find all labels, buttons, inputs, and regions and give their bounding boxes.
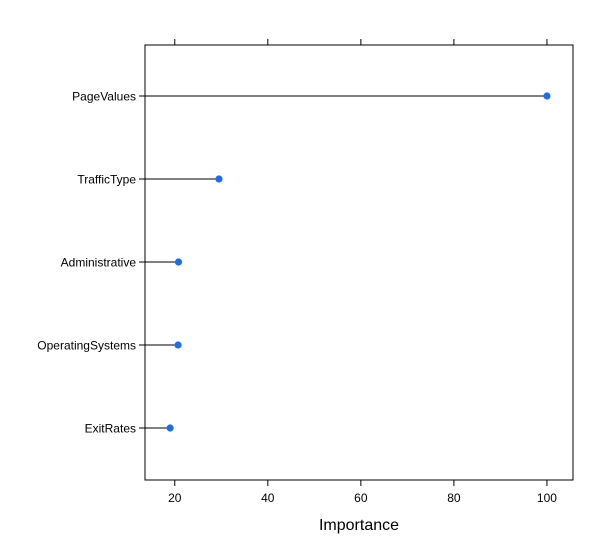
category-label: Administrative: [61, 256, 137, 270]
labels-layer: PageValues TrafficType Administrative Opera…: [37, 90, 145, 436]
data-point: [166, 424, 174, 432]
category-label: TrafficType: [77, 173, 136, 187]
data-point: [543, 92, 551, 100]
data-point: [174, 341, 182, 349]
category-label: OperatingSystems: [37, 339, 136, 353]
x-tick-label: 20: [168, 491, 182, 505]
points-layer: [166, 92, 551, 432]
x-tick-label: 40: [261, 491, 275, 505]
lines-layer: [145, 95, 547, 429]
ticks-layer: 20 40 60 80 100: [168, 39, 557, 505]
category-label: ExitRates: [85, 422, 136, 436]
data-point: [215, 175, 223, 183]
x-tick-label: 100: [537, 491, 557, 505]
category-label: PageValues: [72, 90, 136, 104]
x-tick-label: 60: [354, 491, 368, 505]
x-tick-label: 80: [447, 491, 461, 505]
plot-frame: [144, 44, 574, 481]
data-point: [174, 258, 183, 266]
x-axis-title: Importance: [319, 517, 399, 534]
